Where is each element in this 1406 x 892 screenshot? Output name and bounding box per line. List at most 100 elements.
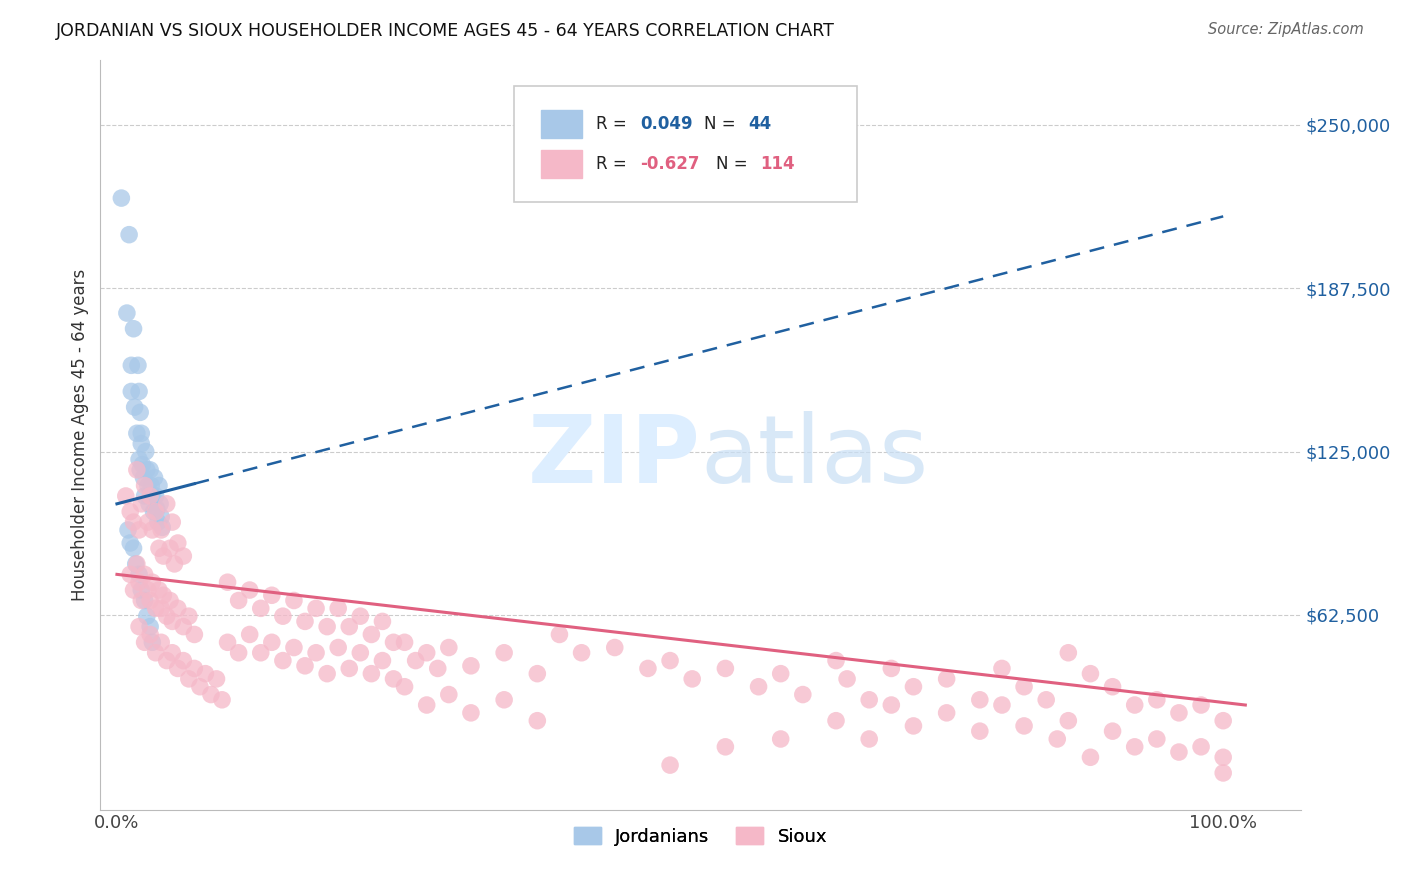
Point bbox=[128, 619, 150, 633]
Text: atlas: atlas bbox=[700, 411, 929, 503]
Point bbox=[714, 739, 737, 754]
Point bbox=[150, 635, 173, 649]
Point bbox=[249, 601, 271, 615]
Point bbox=[659, 654, 682, 668]
Point bbox=[460, 658, 482, 673]
Point bbox=[122, 582, 145, 597]
Point bbox=[714, 661, 737, 675]
Point bbox=[637, 661, 659, 675]
Point bbox=[305, 646, 328, 660]
Point bbox=[316, 619, 339, 633]
Point bbox=[141, 635, 163, 649]
Point bbox=[305, 601, 328, 615]
Point bbox=[117, 523, 139, 537]
Text: Source: ZipAtlas.com: Source: ZipAtlas.com bbox=[1208, 22, 1364, 37]
Point bbox=[141, 575, 163, 590]
Point bbox=[769, 731, 792, 746]
Point bbox=[991, 698, 1014, 712]
Point bbox=[146, 515, 169, 529]
Point bbox=[415, 698, 437, 712]
Point bbox=[382, 635, 405, 649]
Point bbox=[131, 458, 153, 472]
Point bbox=[172, 654, 194, 668]
Text: R =: R = bbox=[596, 155, 627, 173]
Point bbox=[571, 646, 593, 660]
Point bbox=[239, 582, 262, 597]
Point bbox=[148, 478, 170, 492]
Point bbox=[405, 654, 427, 668]
Point bbox=[120, 359, 142, 373]
Point bbox=[128, 384, 150, 399]
Point bbox=[127, 359, 149, 373]
Point bbox=[129, 497, 152, 511]
Point bbox=[211, 693, 233, 707]
Point bbox=[129, 582, 152, 597]
Point bbox=[177, 672, 200, 686]
Point bbox=[969, 724, 991, 739]
Point bbox=[146, 502, 169, 516]
Point bbox=[128, 567, 150, 582]
Point bbox=[371, 654, 394, 668]
Point bbox=[294, 658, 316, 673]
Point bbox=[125, 557, 148, 571]
Point bbox=[825, 714, 848, 728]
Point bbox=[141, 489, 163, 503]
Point bbox=[166, 601, 188, 615]
Point bbox=[110, 191, 132, 205]
Point bbox=[1168, 745, 1191, 759]
Point bbox=[125, 463, 148, 477]
Text: 44: 44 bbox=[748, 115, 772, 133]
Point bbox=[825, 654, 848, 668]
Point bbox=[128, 523, 150, 537]
Point bbox=[141, 478, 163, 492]
Point bbox=[1035, 693, 1057, 707]
Point bbox=[114, 489, 136, 503]
Point bbox=[188, 680, 211, 694]
Point bbox=[328, 601, 350, 615]
Point bbox=[349, 646, 371, 660]
Point bbox=[460, 706, 482, 720]
Text: ZIP: ZIP bbox=[527, 411, 700, 503]
Point bbox=[792, 688, 814, 702]
Point bbox=[1168, 706, 1191, 720]
Point bbox=[228, 646, 250, 660]
Point bbox=[316, 666, 339, 681]
FancyBboxPatch shape bbox=[541, 110, 582, 138]
Point bbox=[125, 426, 148, 441]
Point bbox=[415, 646, 437, 660]
Point bbox=[120, 536, 142, 550]
Point bbox=[136, 478, 159, 492]
Text: JORDANIAN VS SIOUX HOUSEHOLDER INCOME AGES 45 - 64 YEARS CORRELATION CHART: JORDANIAN VS SIOUX HOUSEHOLDER INCOME AG… bbox=[56, 22, 835, 40]
Point bbox=[603, 640, 626, 655]
Point bbox=[1123, 739, 1146, 754]
Point bbox=[437, 688, 460, 702]
Point bbox=[128, 452, 150, 467]
Point bbox=[328, 640, 350, 655]
Point bbox=[134, 478, 156, 492]
Point bbox=[337, 619, 360, 633]
Point bbox=[371, 615, 394, 629]
Point bbox=[858, 693, 880, 707]
Point bbox=[129, 463, 152, 477]
Point bbox=[177, 609, 200, 624]
Point bbox=[526, 714, 548, 728]
Text: 0.049: 0.049 bbox=[641, 115, 693, 133]
Point bbox=[935, 706, 957, 720]
Point bbox=[132, 471, 155, 485]
Point bbox=[148, 582, 170, 597]
Point bbox=[129, 405, 152, 419]
Point bbox=[162, 615, 184, 629]
Point bbox=[139, 619, 162, 633]
Point bbox=[124, 400, 146, 414]
Point bbox=[135, 444, 157, 458]
Point bbox=[135, 463, 157, 477]
Point bbox=[150, 523, 173, 537]
Y-axis label: Householder Income Ages 45 - 64 years: Householder Income Ages 45 - 64 years bbox=[72, 268, 89, 600]
Point bbox=[134, 567, 156, 582]
Point bbox=[1101, 724, 1123, 739]
Point bbox=[394, 680, 416, 694]
Point bbox=[172, 549, 194, 563]
Point bbox=[139, 489, 162, 503]
Point bbox=[172, 619, 194, 633]
Point bbox=[148, 541, 170, 556]
